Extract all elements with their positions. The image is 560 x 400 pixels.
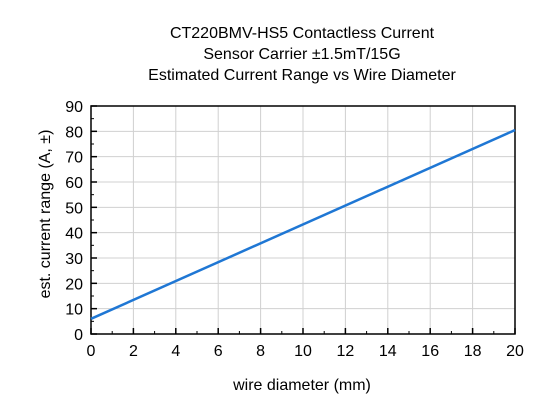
y-tick-label: 0 [74, 327, 83, 344]
x-tick-label: 4 [171, 343, 180, 360]
x-tick-label: 14 [379, 343, 397, 360]
y-tick-label: 60 [65, 175, 83, 192]
x-tick-label: 10 [294, 343, 312, 360]
y-tick-label: 70 [65, 150, 83, 167]
x-tick-label: 6 [214, 343, 223, 360]
x-tick-label: 20 [506, 343, 524, 360]
y-tick-label: 90 [65, 99, 83, 116]
y-tick-label: 80 [65, 124, 83, 141]
y-tick-label: 30 [65, 251, 83, 268]
y-tick-label: 50 [65, 200, 83, 217]
x-tick-label: 16 [421, 343, 439, 360]
x-tick-label: 0 [87, 343, 96, 360]
y-tick-label: 20 [65, 276, 83, 293]
grid [90, 105, 516, 335]
x-tick-label: 12 [337, 343, 355, 360]
series-group [90, 128, 516, 320]
chart-title-line-3: Estimated Current Range vs Wire Diameter [148, 67, 456, 84]
x-tick-label: 8 [256, 343, 265, 360]
x-tick-label: 18 [464, 343, 482, 360]
chart-title-line-2: Sensor Carrier ±1.5mT/15G [203, 46, 400, 63]
series-line [90, 128, 516, 320]
y-axis-label: est. current range (A, ±) [37, 130, 54, 299]
x-axis-label: wire diameter (mm) [232, 377, 371, 394]
x-axis: 0 2 4 6 8 10 12 14 16 18 20 [87, 328, 524, 360]
chart-title: CT220BMV-HS5 Contactless Current Sensor … [148, 25, 456, 84]
x-tick-label: 2 [129, 343, 138, 360]
y-tick-label: 10 [65, 302, 83, 319]
y-tick-label: 40 [65, 226, 83, 243]
chart-title-line-1: CT220BMV-HS5 Contactless Current [170, 25, 435, 42]
y-axis: 0 10 20 30 40 50 60 70 80 90 [65, 99, 97, 344]
